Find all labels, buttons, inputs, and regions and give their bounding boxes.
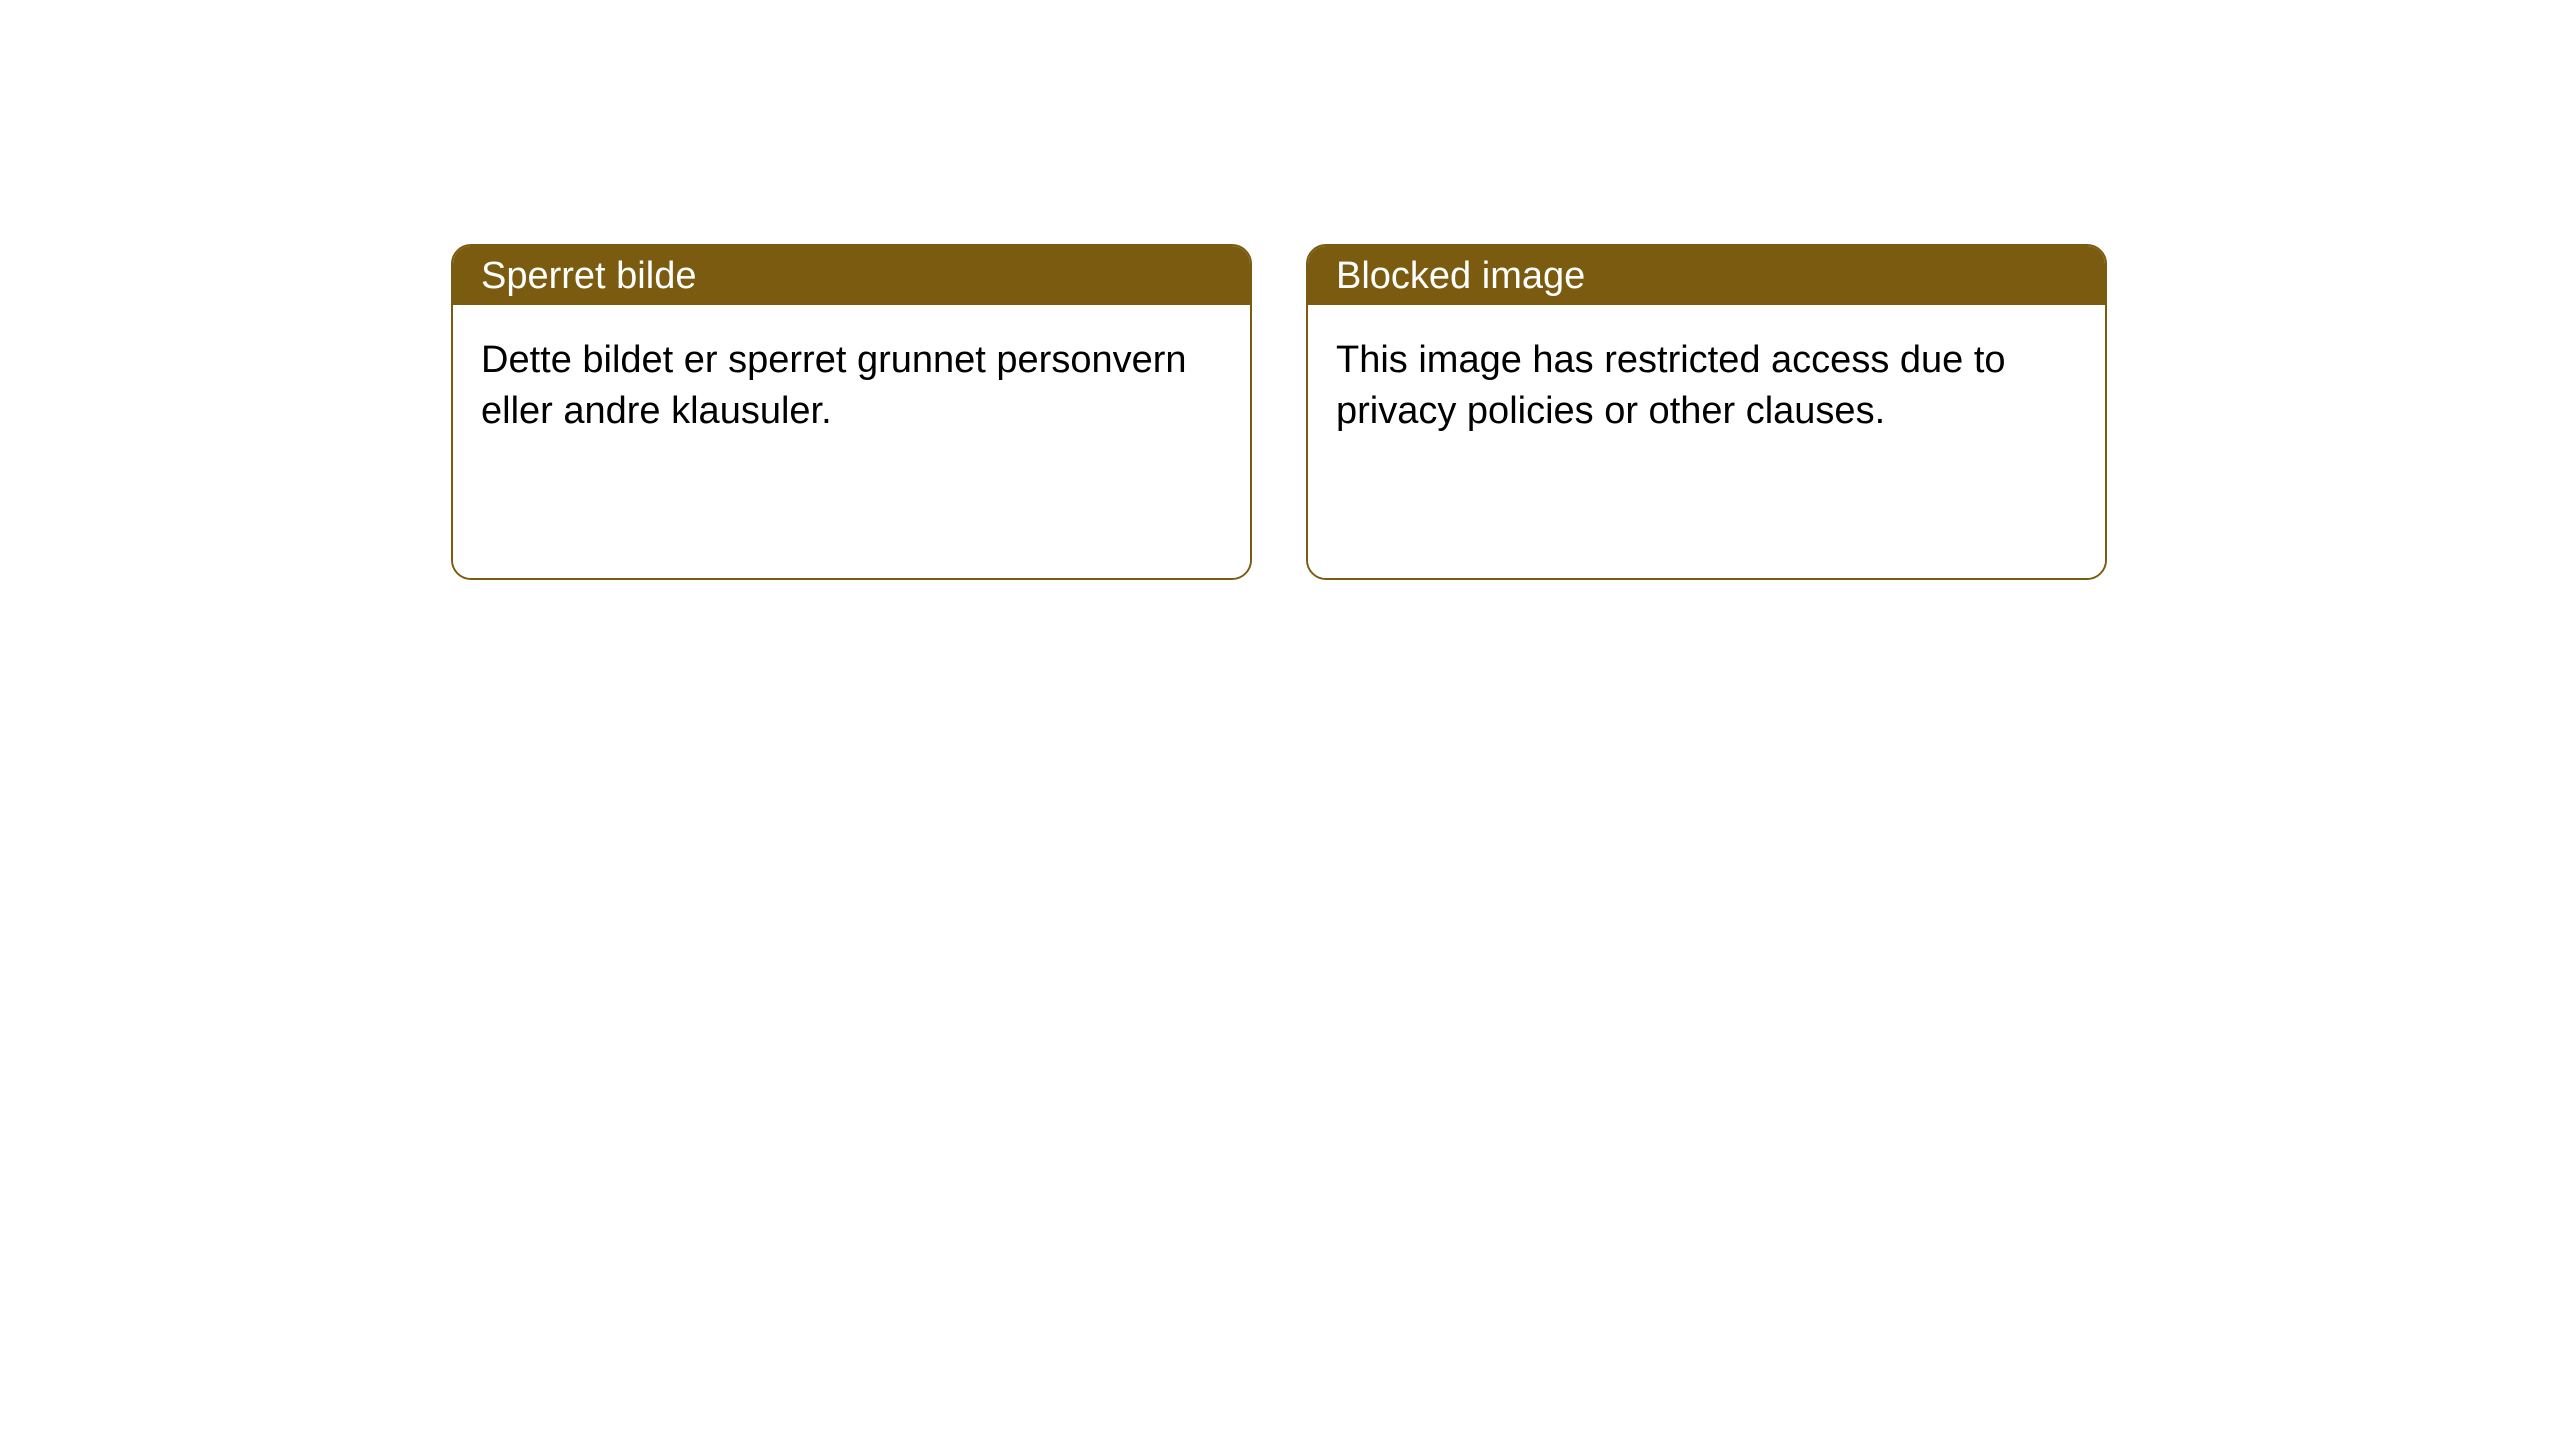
panel-header-en: Blocked image [1308,246,2105,305]
blocked-image-panel-en: Blocked image This image has restricted … [1306,244,2107,580]
blocked-image-panel-no: Sperret bilde Dette bildet er sperret gr… [451,244,1252,580]
panel-message-en: This image has restricted access due to … [1336,339,2006,432]
panel-title-en: Blocked image [1336,257,1585,295]
page-canvas: Sperret bilde Dette bildet er sperret gr… [0,0,2560,1440]
notice-panels-row: Sperret bilde Dette bildet er sperret gr… [451,244,2107,580]
panel-message-no: Dette bildet er sperret grunnet personve… [481,339,1187,432]
panel-body-no: Dette bildet er sperret grunnet personve… [453,305,1250,578]
panel-body-en: This image has restricted access due to … [1308,305,2105,578]
panel-title-no: Sperret bilde [481,257,696,295]
panel-header-no: Sperret bilde [453,246,1250,305]
